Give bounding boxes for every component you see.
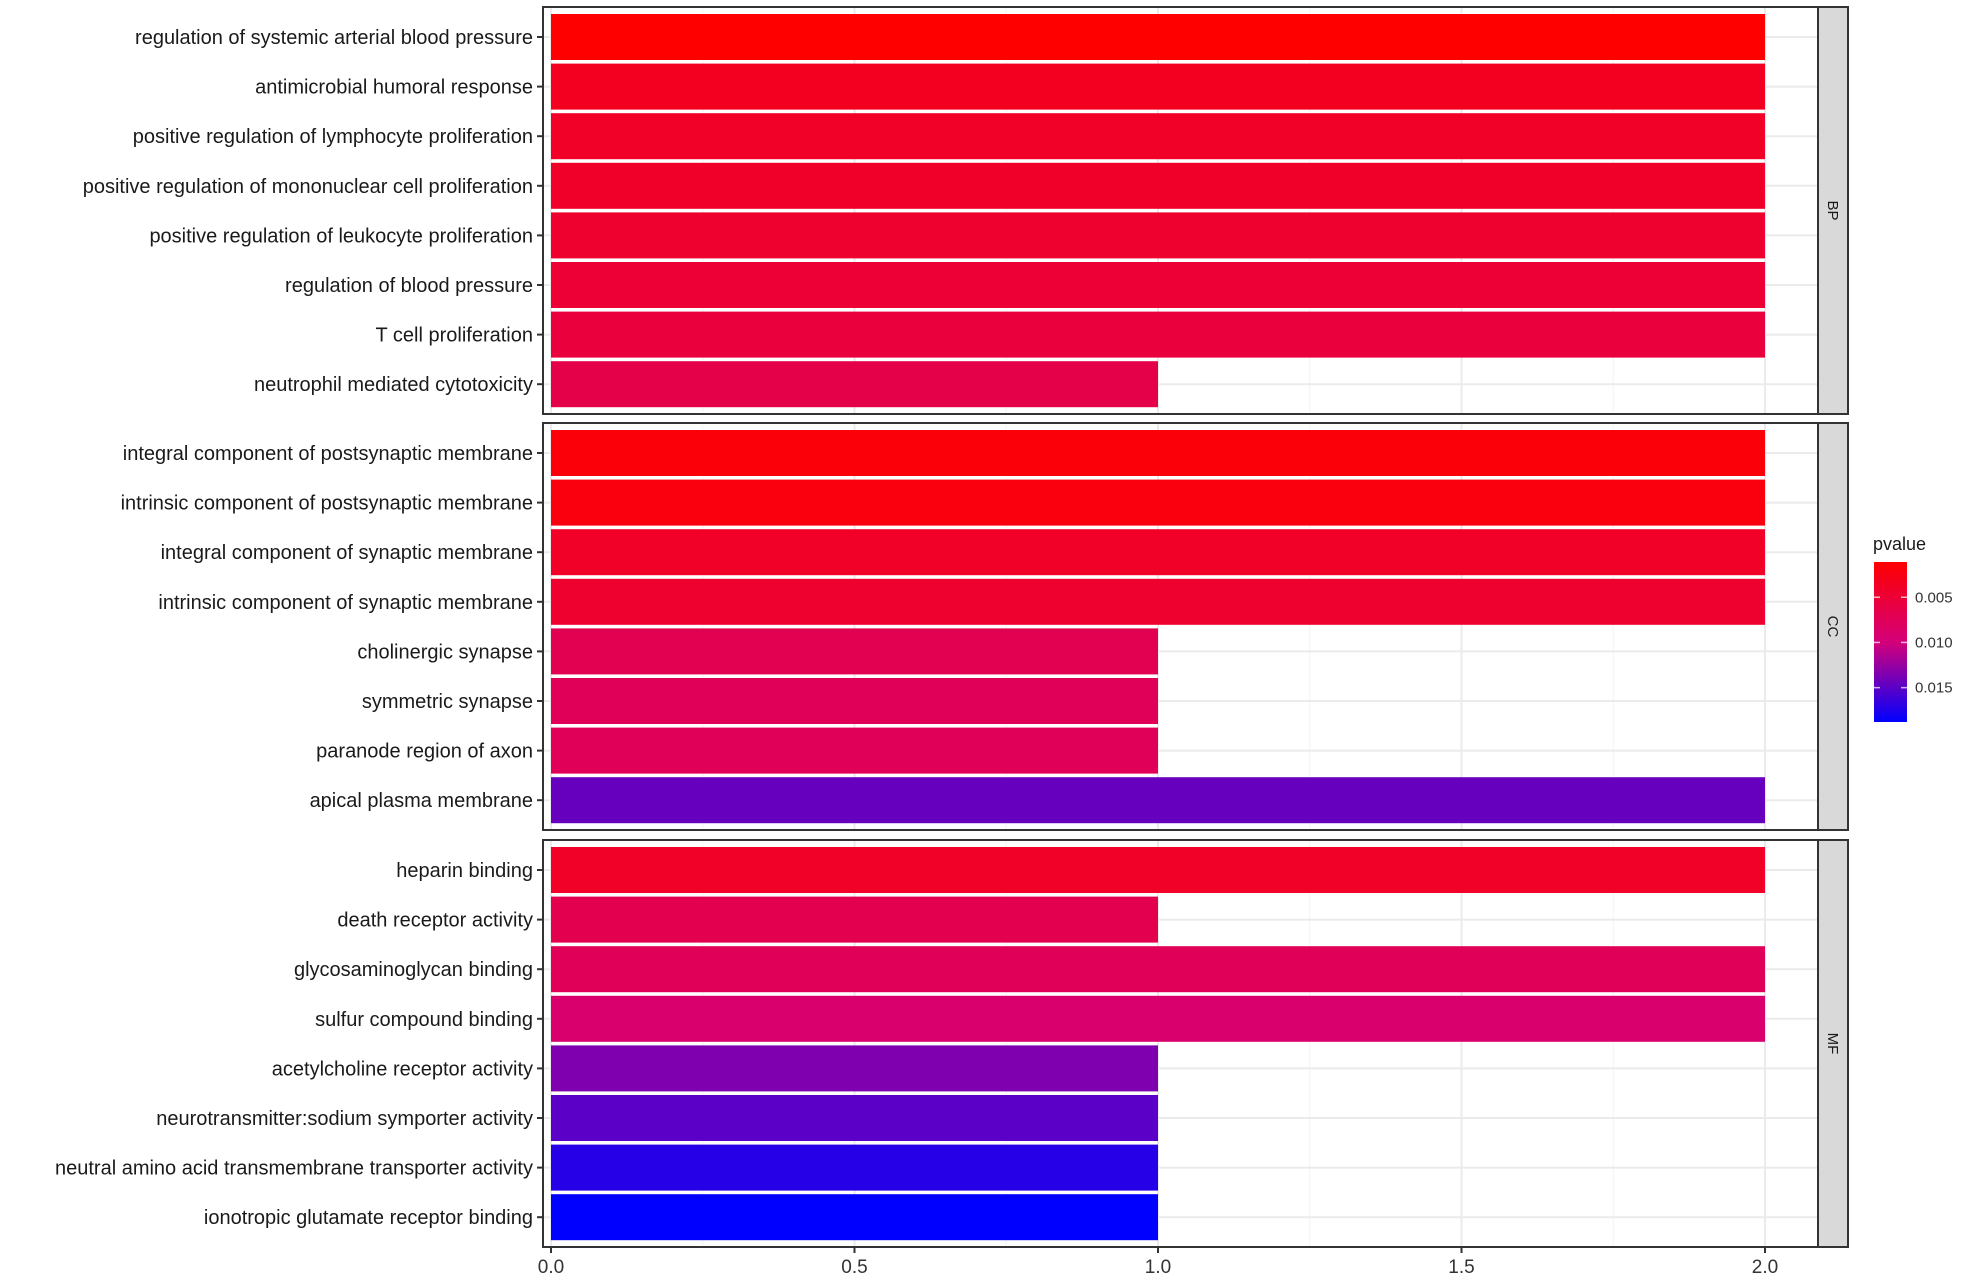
y-tick-label: glycosaminoglycan binding bbox=[294, 959, 533, 981]
facet-strip-label: CC bbox=[1824, 616, 1841, 638]
bar bbox=[551, 14, 1765, 60]
x-tick-label: 0.0 bbox=[538, 1257, 564, 1278]
y-tick-label: paranode region of axon bbox=[316, 741, 533, 763]
bar bbox=[551, 678, 1158, 724]
y-tick-label: intrinsic component of postsynaptic memb… bbox=[121, 493, 533, 515]
y-tick-label: integral component of postsynaptic membr… bbox=[123, 443, 533, 465]
y-tick-label: symmetric synapse bbox=[362, 691, 533, 713]
y-tick-label: regulation of blood pressure bbox=[285, 275, 533, 297]
legend-title: pvalue bbox=[1873, 534, 1926, 554]
bar bbox=[551, 212, 1765, 259]
facet-panel-cc: integral component of postsynaptic membr… bbox=[121, 422, 1849, 831]
y-tick-label: antimicrobial humoral response bbox=[255, 77, 533, 99]
x-tick-label: 0.5 bbox=[841, 1257, 867, 1278]
y-tick-label: ionotropic glutamate receptor binding bbox=[204, 1207, 533, 1229]
y-tick-label: positive regulation of lymphocyte prolif… bbox=[133, 126, 533, 148]
y-tick-label: neutrophil mediated cytotoxicity bbox=[254, 374, 533, 396]
y-tick-label: acetylcholine receptor activity bbox=[272, 1058, 533, 1080]
facet-strip-label: BP bbox=[1824, 200, 1841, 220]
legend-tick-label: 0.005 bbox=[1915, 589, 1953, 606]
y-tick-label: sulfur compound binding bbox=[315, 1009, 533, 1031]
facet-strip bbox=[1817, 839, 1849, 1248]
facet-strip bbox=[1817, 422, 1849, 831]
bar bbox=[551, 113, 1765, 160]
y-tick-label: neutral amino acid transmembrane transpo… bbox=[55, 1158, 533, 1180]
x-tick-label: 1.0 bbox=[1145, 1257, 1171, 1278]
bar bbox=[551, 896, 1158, 943]
bar bbox=[551, 1095, 1158, 1141]
pvalue-legend: pvalue 0.005 0.010 0.015 bbox=[1873, 534, 1953, 722]
y-tick-label: regulation of systemic arterial blood pr… bbox=[135, 27, 533, 49]
bar bbox=[551, 529, 1765, 576]
legend-tick-label: 0.010 bbox=[1915, 634, 1953, 651]
bar bbox=[551, 578, 1765, 625]
y-tick-label: integral component of synaptic membrane bbox=[161, 542, 533, 564]
y-tick-label: positive regulation of mononuclear cell … bbox=[83, 176, 533, 198]
x-tick-label: 1.5 bbox=[1448, 1257, 1474, 1278]
y-tick-label: cholinergic synapse bbox=[357, 641, 533, 663]
bar bbox=[551, 1045, 1158, 1092]
y-tick-label: positive regulation of leukocyte prolife… bbox=[149, 225, 533, 247]
bar bbox=[551, 946, 1765, 993]
bar bbox=[551, 361, 1158, 408]
bar bbox=[551, 162, 1765, 209]
bar bbox=[551, 995, 1765, 1042]
bar bbox=[551, 1144, 1158, 1191]
facet-panel-bp: regulation of systemic arterial blood pr… bbox=[83, 6, 1849, 415]
y-tick-label: intrinsic component of synaptic membrane bbox=[158, 592, 533, 614]
bar bbox=[551, 777, 1765, 824]
bar bbox=[551, 262, 1765, 308]
bar bbox=[551, 628, 1158, 675]
x-axis: 0.0 0.5 1.0 1.5 2.0 bbox=[538, 1247, 1778, 1278]
y-tick-label: apical plasma membrane bbox=[310, 790, 533, 812]
bar bbox=[551, 727, 1158, 774]
bar bbox=[551, 479, 1765, 526]
bar bbox=[551, 430, 1765, 476]
x-tick-label: 2.0 bbox=[1752, 1257, 1778, 1278]
facet-strip-label: MF bbox=[1824, 1033, 1841, 1055]
facet-panels: regulation of systemic arterial blood pr… bbox=[55, 6, 1849, 1248]
facet-strip bbox=[1817, 6, 1849, 415]
facet-panel-mf: heparin binding death receptor activity gl… bbox=[55, 839, 1849, 1248]
y-tick-label: heparin binding bbox=[396, 860, 533, 882]
y-tick-label: neurotransmitter:sodium symporter activi… bbox=[156, 1108, 533, 1130]
legend-tick-label: 0.015 bbox=[1915, 680, 1953, 697]
bar bbox=[551, 847, 1765, 893]
bar bbox=[551, 1194, 1158, 1241]
bar bbox=[551, 311, 1765, 358]
y-tick-label: T cell proliferation bbox=[376, 325, 533, 347]
bar bbox=[551, 63, 1765, 110]
y-tick-label: death receptor activity bbox=[337, 910, 533, 932]
